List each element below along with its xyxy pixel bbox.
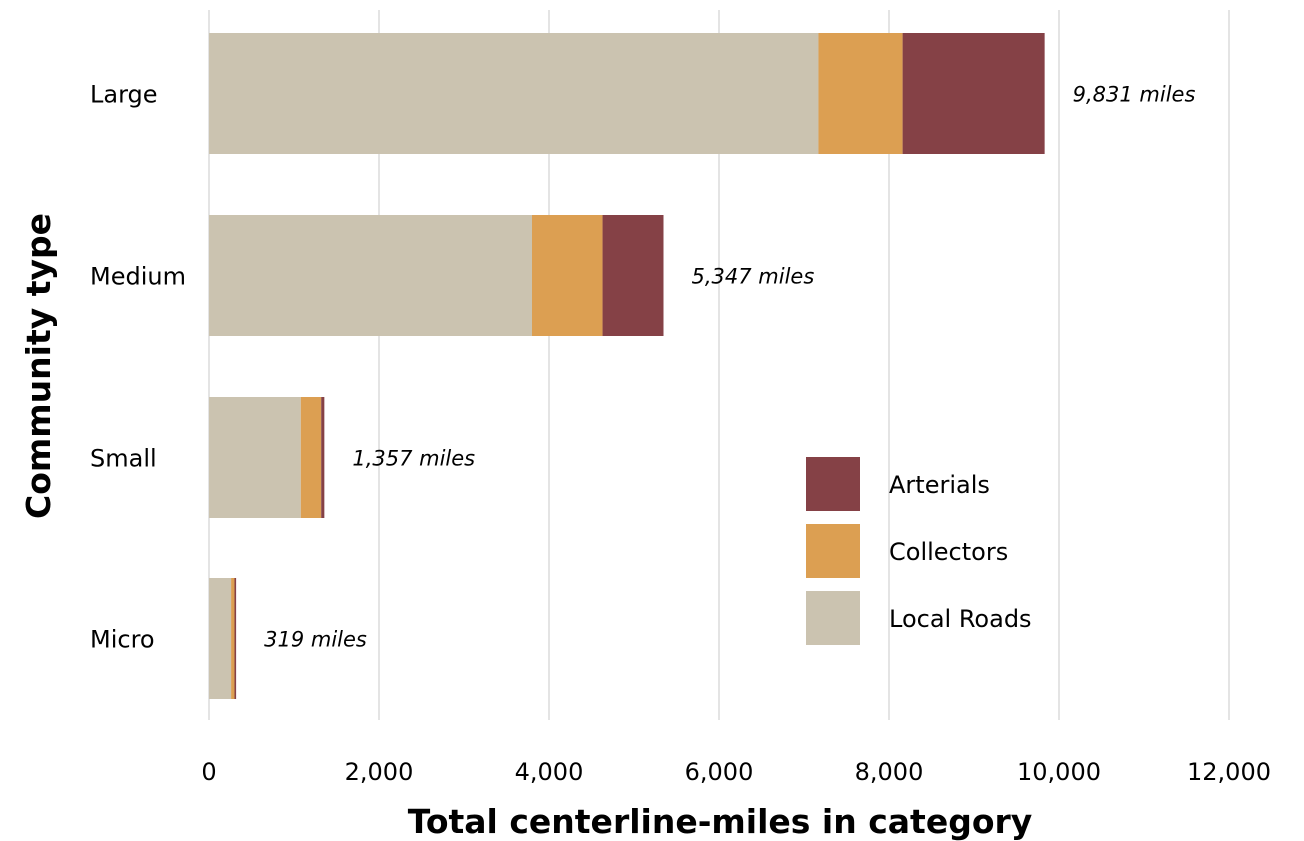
legend: Arterials Collectors Local Roads <box>806 457 1032 645</box>
legend-label: Collectors <box>889 538 1008 566</box>
labels: 0 2,000 4,000 6,000 8,000 10,000 12,000 Large 9,… <box>90 81 1271 787</box>
y-axis-title: Community type <box>19 213 58 519</box>
total-label: 319 miles <box>264 628 367 652</box>
x-tick-label: 4,000 <box>515 758 584 786</box>
bar-segment-collectors <box>300 397 322 518</box>
category-label: Medium <box>90 263 186 291</box>
legend-swatch <box>806 457 860 511</box>
legend-swatch <box>806 591 860 645</box>
x-axis-title: Total centerline-miles in category <box>408 802 1033 841</box>
legend-label: Local Roads <box>889 605 1032 633</box>
bar-segment-arterials <box>321 397 325 518</box>
bar-segment-collectors <box>231 578 235 699</box>
total-label: 5,347 miles <box>691 265 814 289</box>
total-label: 9,831 miles <box>1073 83 1196 107</box>
x-tick-label: 12,000 <box>1187 758 1271 786</box>
category-label: Micro <box>90 626 155 654</box>
category-label: Small <box>90 445 157 473</box>
x-tick-label: 8,000 <box>855 758 924 786</box>
total-label: 1,357 miles <box>352 447 475 471</box>
bar-segment-collectors <box>532 215 603 336</box>
x-tick-label: 2,000 <box>345 758 414 786</box>
bar-segment-arterials <box>602 215 664 336</box>
bar-segment-local-roads <box>209 578 232 699</box>
bar-segment-local-roads <box>209 397 301 518</box>
legend-swatch <box>806 524 860 578</box>
x-tick-label: 10,000 <box>1017 758 1101 786</box>
bars <box>209 33 1045 699</box>
bar-segment-collectors <box>818 33 903 154</box>
x-tick-label: 0 <box>201 758 216 786</box>
bar-segment-arterials <box>902 33 1045 154</box>
x-tick-label: 6,000 <box>685 758 754 786</box>
category-label: Large <box>90 81 158 109</box>
bar-segment-arterials <box>234 578 237 699</box>
legend-label: Arterials <box>889 471 990 499</box>
bar-segment-local-roads <box>209 215 532 336</box>
bar-segment-local-roads <box>209 33 819 154</box>
